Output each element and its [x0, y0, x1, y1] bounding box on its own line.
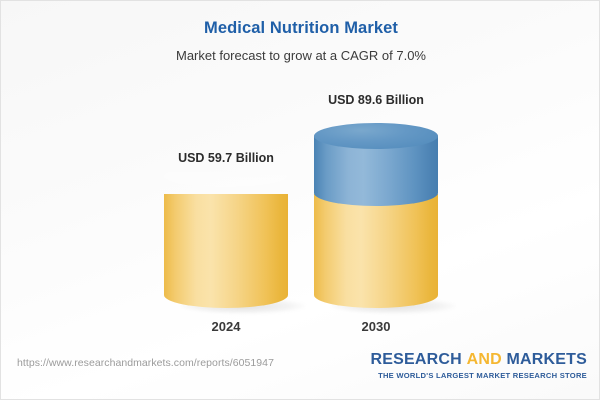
category-label-2024: 2024	[211, 319, 241, 334]
source-url-link[interactable]: https://www.researchandmarkets.com/repor…	[17, 357, 274, 369]
category-label-2030: 2030	[361, 319, 391, 334]
chart-title: Medical Nutrition Market	[203, 19, 398, 37]
brand-word-and: AND	[466, 351, 502, 368]
bar-value-label-2024: USD 59.7 Billion	[178, 151, 274, 165]
bar-cylinder-2030[interactable]	[314, 123, 438, 308]
plot-area: USD 59.7 Billion 2024 USD 89.6 Billion	[1, 1, 599, 346]
segment-top-cap	[164, 181, 288, 207]
brand-logo[interactable]: RESEARCH AND MARKETS THE WORLD'S LARGEST…	[371, 351, 587, 380]
brand-word-research: RESEARCH	[370, 351, 462, 368]
chart-header: Medical Nutrition Market Market forecast…	[1, 19, 599, 63]
bar-value-label-2030: USD 89.6 Billion	[328, 93, 424, 107]
brand-tagline: THE WORLD'S LARGEST MARKET RESEARCH STOR…	[378, 371, 587, 380]
segment-body	[314, 194, 438, 308]
brand-word-markets: MARKETS	[506, 351, 587, 368]
chart-footer: https://www.researchandmarkets.com/repor…	[1, 345, 599, 399]
segment-top-cap	[314, 123, 438, 149]
segment-body	[164, 194, 288, 308]
chart-subtitle: Market forecast to grow at a CAGR of 7.0…	[176, 48, 426, 63]
bar-cylinder-2024[interactable]	[164, 165, 288, 308]
brand-name: RESEARCH AND MARKETS	[371, 351, 587, 369]
